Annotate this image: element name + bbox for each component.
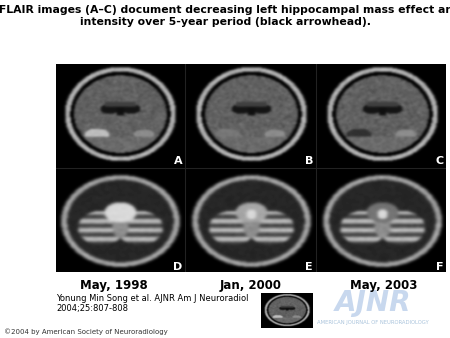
Text: Yonung Min Song et al. AJNR Am J Neuroradiol
2004;25:807-808: Yonung Min Song et al. AJNR Am J Neurora…	[56, 294, 249, 313]
Text: F: F	[436, 262, 443, 271]
Text: B: B	[305, 156, 313, 166]
Text: May, 1998: May, 1998	[80, 279, 147, 292]
Text: D: D	[173, 262, 183, 271]
Text: Coronal FLAIR images (A–C) document decreasing left hippocampal mass effect and : Coronal FLAIR images (A–C) document decr…	[0, 5, 450, 27]
Text: Jan, 2000: Jan, 2000	[220, 279, 282, 292]
Text: A: A	[174, 156, 182, 166]
Text: ©2004 by American Society of Neuroradiology: ©2004 by American Society of Neuroradiol…	[4, 329, 168, 335]
Text: AMERICAN JOURNAL OF NEURORADIOLOGY: AMERICAN JOURNAL OF NEURORADIOLOGY	[317, 320, 429, 325]
Text: May, 2003: May, 2003	[350, 279, 418, 292]
Text: E: E	[305, 262, 313, 271]
Text: C: C	[436, 156, 444, 166]
Text: AJNR: AJNR	[335, 289, 411, 317]
